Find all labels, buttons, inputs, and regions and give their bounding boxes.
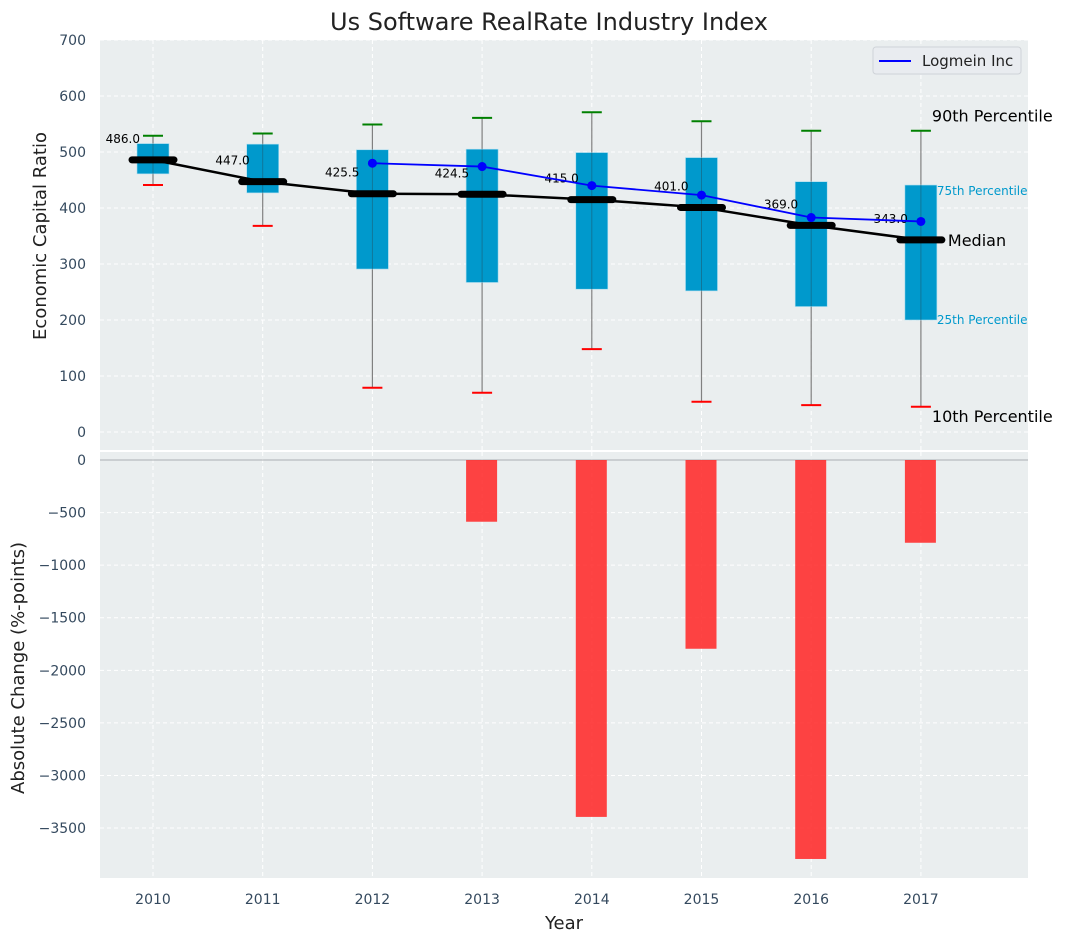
median-value-label: 369.0 (764, 197, 798, 211)
change-bar (575, 460, 607, 817)
logmein-point (367, 158, 377, 168)
change-bar (466, 460, 498, 522)
logmein-point (697, 190, 706, 200)
bottom-panel: 0 −500 −1000 −1500 −2000 −2500 −3000 −3500 2010… (8, 452, 1028, 934)
annotation-25th: 25th Percentile (937, 313, 1028, 327)
top-y-axis-label: Economic Capital Ratio (30, 132, 51, 340)
x-tick-label: 2017 (903, 892, 939, 908)
bottom-y-tick-label: −1000 (39, 558, 86, 574)
annotation-10th: 10th Percentile (932, 407, 1053, 426)
bottom-y-tick-label: 0 (77, 453, 86, 469)
logmein-point (916, 216, 926, 226)
logmein-series (367, 158, 926, 226)
bottom-y-axis-label: Absolute Change (%-points) (8, 542, 29, 794)
percentile-annotations: 90th Percentile 75th Percentile Median 25th… (932, 107, 1053, 426)
bottom-y-ticks: 0 −500 −1000 −1500 −2000 −2500 −3000 −3500 (39, 453, 86, 837)
change-bar (685, 460, 717, 649)
top-y-tick-label: 700 (59, 33, 86, 49)
bottom-y-tick-label: −1500 (39, 611, 86, 627)
median-value-label: 447.0 (215, 154, 249, 168)
bottom-y-tick-label: −3000 (39, 768, 86, 784)
median-value-label: 486.0 (106, 132, 140, 146)
legend[interactable]: Logmein Inc (872, 46, 1022, 75)
logmein-point (806, 213, 816, 223)
top-plot-background (100, 40, 1028, 450)
bottom-y-tick-label: −500 (48, 506, 86, 522)
change-bars (466, 460, 936, 859)
logmein-point (477, 162, 487, 172)
chart-title: Us Software RealRate Industry Index (330, 8, 768, 36)
median-value-label: 401.0 (654, 179, 688, 193)
top-y-tick-label: 500 (59, 145, 86, 161)
top-y-tick-label: 400 (59, 201, 86, 217)
change-bar (904, 460, 936, 543)
x-tick-label: 2011 (245, 892, 281, 908)
top-panel: 0 100 200 300 400 500 600 700 486.0 447.0 425.5 42… (30, 33, 1053, 450)
bottom-y-tick-label: −2500 (39, 716, 86, 732)
x-tick-label: 2015 (684, 892, 720, 908)
top-y-tick-label: 100 (59, 369, 86, 385)
top-y-ticks: 0 100 200 300 400 500 600 700 (59, 33, 86, 441)
median-value-label: 425.5 (325, 166, 359, 180)
x-ticks: 2010 2011 2012 2013 2014 2015 2016 2017 (135, 892, 939, 908)
x-tick-label: 2016 (793, 892, 829, 908)
legend-label: Logmein Inc (922, 52, 1013, 70)
change-bar (795, 460, 827, 859)
bottom-plot-background (100, 452, 1028, 878)
x-tick-label: 2012 (355, 892, 391, 908)
x-tick-label: 2014 (574, 892, 610, 908)
top-y-tick-label: 600 (59, 89, 86, 105)
annotation-median: Median (948, 231, 1006, 250)
median-value-label: 424.5 (435, 166, 469, 180)
median-value-label: 343.0 (874, 212, 908, 226)
annotation-75th: 75th Percentile (937, 184, 1028, 198)
logmein-line (372, 162, 921, 223)
x-tick-label: 2013 (464, 892, 500, 908)
top-y-tick-label: 300 (59, 257, 86, 273)
top-y-tick-label: 200 (59, 313, 86, 329)
top-y-tick-label: 0 (77, 425, 86, 441)
annotation-90th: 90th Percentile (932, 107, 1053, 126)
logmein-point (587, 181, 597, 191)
x-tick-label: 2010 (135, 892, 171, 908)
legend-box (872, 46, 1022, 75)
bottom-y-tick-label: −2000 (39, 663, 86, 679)
bottom-y-tick-label: −3500 (39, 821, 86, 837)
x-axis-label: Year (544, 913, 584, 934)
